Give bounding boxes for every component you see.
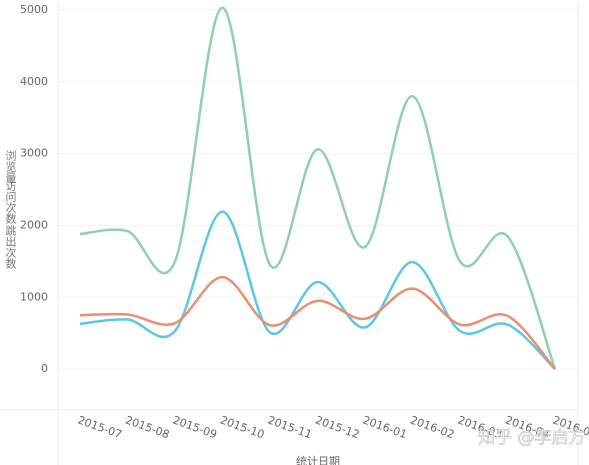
y-axis-title: 浏览量 [4, 149, 17, 183]
x-axis-title: 统计日期 [296, 455, 340, 465]
x-tick-label: 2015-11 [266, 413, 314, 441]
y-tick-label: 1000 [20, 290, 48, 303]
series-line [79, 6, 557, 370]
y-tick-label: 4000 [20, 75, 48, 88]
x-tick-label: 2015-12 [313, 413, 361, 441]
y-tick-label: 2000 [20, 218, 48, 231]
series-line [79, 275, 556, 370]
x-tick-label: 2015-09 [171, 413, 219, 441]
x-tick-label: 2016-02 [408, 413, 456, 441]
x-tick-label: 2015-08 [123, 413, 171, 441]
x-tick-label: 2015-10 [218, 413, 266, 441]
watermark: 知乎 @李启方 [478, 428, 585, 448]
y-tick-label: 3000 [20, 147, 48, 160]
y-axis-title: 访问次数 [4, 180, 17, 225]
y-axis-title: 跳出次数 [4, 224, 17, 270]
y-tick-label: 0 [41, 362, 48, 375]
x-tick-label: 2016-01 [361, 413, 409, 441]
series-line [79, 210, 556, 370]
y-tick-label: 5000 [20, 3, 48, 16]
x-tick-label: 2015-07 [76, 413, 124, 441]
